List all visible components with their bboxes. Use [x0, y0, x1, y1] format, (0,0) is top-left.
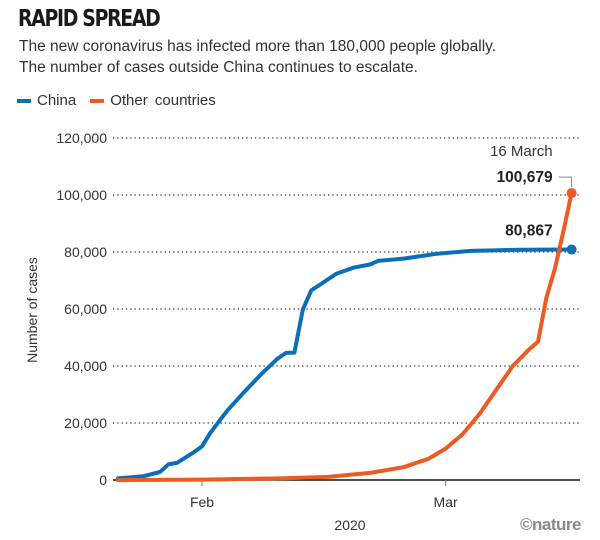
annotation-other-value: 100,679	[497, 169, 553, 186]
legend-swatch-other	[90, 98, 105, 103]
annotation-date: 16 March	[490, 143, 553, 160]
y-tick-label: 60,000	[64, 301, 107, 317]
subtitle-line-1: The new coronavirus has infected more th…	[19, 38, 497, 55]
legend: China Other countries	[17, 92, 230, 109]
legend-label-other: Other countries	[110, 92, 216, 109]
endpoint-other-countries	[566, 188, 577, 199]
x-tick-marks: Feb Mar	[190, 480, 458, 510]
endpoint-china	[566, 244, 577, 255]
chart-title: RAPID SPREAD	[18, 6, 161, 32]
credit-nature: ©nature	[520, 515, 581, 534]
y-tick-label: 40,000	[64, 358, 107, 374]
x-tick-label: Feb	[190, 494, 214, 510]
y-tick-label: 120,000	[56, 130, 107, 146]
line-other-countries	[116, 191, 574, 482]
legend-swatch-china	[17, 98, 31, 103]
y-tick-label: 20,000	[64, 415, 107, 431]
legend-item-other: Other countries	[90, 92, 216, 109]
annotation-china-value: 80,867	[505, 223, 552, 240]
annotations: 16 March 100,679 80,867	[490, 143, 573, 240]
y-tick-label: 100,000	[56, 187, 107, 203]
legend-item-china: China	[17, 92, 76, 109]
line-china	[116, 247, 574, 481]
y-tick-labels: 0 20,000 40,000 60,000 80,000 100,000 120,000	[56, 130, 107, 488]
x-axis-label: 2020	[334, 517, 365, 533]
series-lines	[116, 188, 577, 482]
y-axis-label: Number of cases	[24, 257, 40, 363]
legend-label-china: China	[37, 92, 77, 109]
annotation-leader-line	[558, 176, 573, 188]
gridlines	[113, 137, 580, 424]
subtitle-line-2: The number of cases outside China contin…	[19, 59, 418, 76]
y-tick-label: 0	[99, 472, 107, 488]
chart-subtitle: The new coronavirus has infected more th…	[19, 36, 599, 78]
x-tick-label: Mar	[434, 494, 458, 510]
y-tick-label: 80,000	[64, 244, 107, 260]
